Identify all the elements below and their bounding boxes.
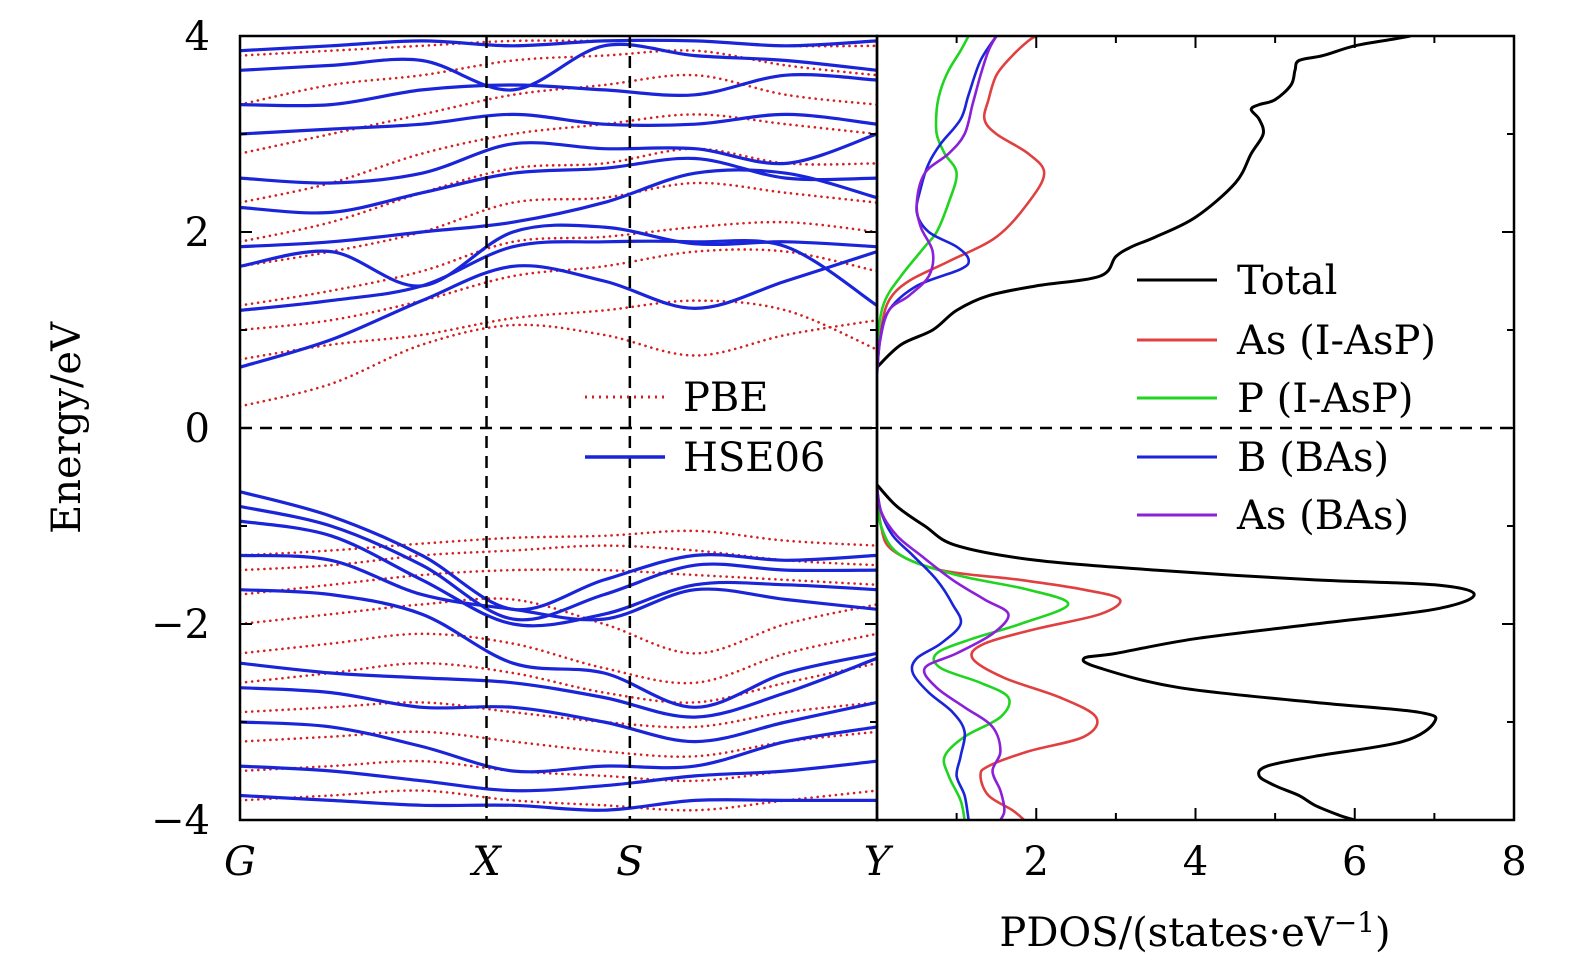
pdos-curve-as-i-asp-conduction xyxy=(877,36,1046,370)
hse06-band-2 xyxy=(240,223,877,288)
pdos-plot xyxy=(877,36,1476,820)
pdos-x-tick-label: 2 xyxy=(1024,839,1049,885)
hse06-band-18 xyxy=(240,759,877,793)
kpoint-label-X: X xyxy=(469,839,502,885)
hse06-band-3 xyxy=(240,168,877,249)
pdos-curve-as-bas-conduction xyxy=(877,36,998,375)
pbe-band-0 xyxy=(240,318,877,408)
pdos-x-axis-title-sup: −1 xyxy=(1334,906,1375,939)
pdos-curve-p-i-asp-conduction xyxy=(877,36,970,370)
pbe-band-12 xyxy=(240,568,877,596)
y-tick-label: −2 xyxy=(151,602,210,648)
hse06-band-13 xyxy=(240,553,877,622)
hse06-band-9 xyxy=(240,38,877,53)
legend-hse06-label: HSE06 xyxy=(683,435,825,481)
pbe-band-6 xyxy=(240,113,877,204)
hse06-band-15 xyxy=(240,656,877,719)
pbe-band-14 xyxy=(240,632,877,685)
band-structure-plot xyxy=(240,38,877,812)
pbe-band-15 xyxy=(240,661,877,704)
pdos-x-tick-labels: 2 4 6 8 xyxy=(1024,839,1527,885)
pdos-x-tick-label: 4 xyxy=(1183,839,1208,885)
y-tick-label: −4 xyxy=(151,798,210,844)
legend-as-iasp-label: As (I-AsP) xyxy=(1236,318,1436,364)
hse06-band-5 xyxy=(240,132,877,185)
pdos-x-axis-title: PDOS/(states·eV−1) xyxy=(999,906,1390,956)
axis-ticks xyxy=(240,35,1515,821)
hse06-band-8 xyxy=(240,42,877,92)
hse06-band-12 xyxy=(240,519,877,628)
pdos-curve-b-bas-valence xyxy=(877,486,970,820)
pbe-band-13 xyxy=(240,597,877,655)
pdos-x-axis-title-tail: ) xyxy=(1375,910,1391,956)
pbe-band-3 xyxy=(240,220,877,307)
kpoint-label-Y: Y xyxy=(864,839,894,885)
pbe-band-1 xyxy=(240,299,877,361)
legend-p-iasp-label: P (I-AsP) xyxy=(1237,376,1413,422)
kpoint-label-S: S xyxy=(616,839,643,885)
hse06-band-10 xyxy=(240,490,877,612)
y-axis-title: Energy/eV xyxy=(44,321,90,534)
legend-pbe-label: PBE xyxy=(683,375,769,421)
y-tick-label: 4 xyxy=(185,14,210,60)
band-legend: PBE HSE06 xyxy=(585,375,825,481)
pdos-curve-as-i-asp-valence xyxy=(877,486,1122,820)
pdos-curve-total-conduction xyxy=(877,36,1411,369)
hse06-band-11 xyxy=(240,504,877,622)
hse06-band-1 xyxy=(240,238,877,312)
hse06-band-4 xyxy=(240,156,877,215)
pdos-x-tick-label: 6 xyxy=(1342,839,1367,885)
pdos-panel-frame xyxy=(875,34,1516,822)
hse06-band-6 xyxy=(240,112,877,136)
hse06-band-14 xyxy=(240,588,877,709)
kpoint-label-G: G xyxy=(224,839,256,885)
pdos-curve-total-valence xyxy=(877,483,1476,820)
legend-total-label: Total xyxy=(1237,258,1337,304)
pdos-x-axis-title-main: PDOS/(states·eV xyxy=(999,910,1334,956)
pbe-band-8 xyxy=(240,49,877,106)
hse06-band-17 xyxy=(240,720,877,774)
y-tick-label: 2 xyxy=(185,210,210,256)
hse06-band-0 xyxy=(240,250,877,369)
pbe-band-10 xyxy=(240,529,877,557)
pdos-x-tick-label: 8 xyxy=(1501,839,1526,885)
hse06-band-19 xyxy=(240,793,877,812)
pdos-curve-as-bas-valence xyxy=(877,486,1010,820)
pdos-curve-p-i-asp-valence xyxy=(877,486,1070,820)
y-tick-labels: −4 −2 0 2 4 xyxy=(151,14,210,844)
hse06-band-7 xyxy=(240,73,877,108)
hse06-band-16 xyxy=(240,686,877,744)
pbe-band-11 xyxy=(240,544,877,572)
legend-as-bas-label: As (BAs) xyxy=(1236,493,1409,539)
legend-b-bas-label: B (BAs) xyxy=(1237,435,1389,481)
pdos-legend: Total As (I-AsP) P (I-AsP) B (BAs) As (B… xyxy=(1137,258,1436,539)
y-tick-label: 0 xyxy=(185,406,210,452)
